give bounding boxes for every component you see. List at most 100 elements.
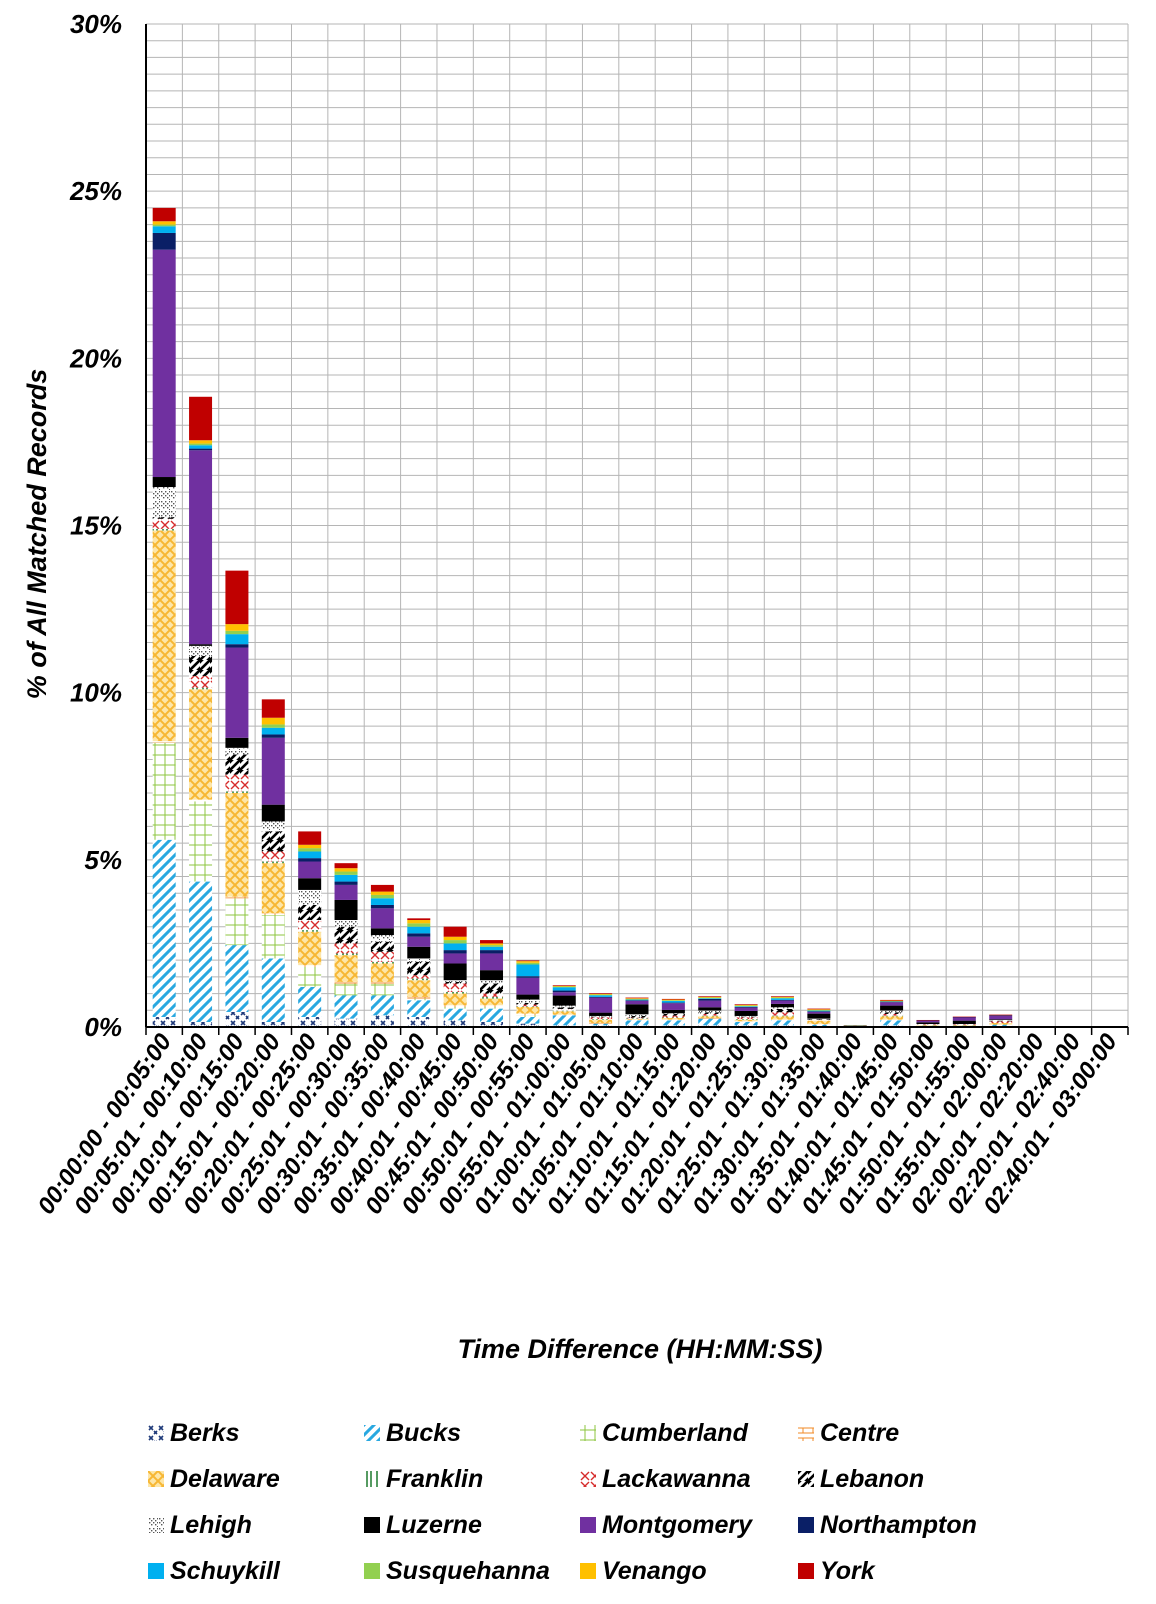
bar-segment-delaware [952, 1024, 976, 1026]
bar-segment-schuykill [189, 445, 213, 449]
legend-label: Luzerne [386, 1510, 482, 1539]
bar-segment-montgomery [334, 884, 358, 900]
y-tick-label: 25% [69, 176, 122, 206]
bar-segment-montgomery [261, 737, 285, 805]
bar-segment-franklin [661, 1017, 685, 1018]
bar-segment-northampton [225, 644, 249, 648]
bar-segment-berks [370, 1015, 394, 1027]
bar-segment-montgomery [298, 861, 322, 879]
bar-segment-delaware [152, 530, 176, 742]
bar-segment-cumberland [370, 983, 394, 996]
y-tick-label: 5% [84, 845, 122, 875]
bar-segment-venango [261, 717, 285, 725]
bar-segment-montgomery [225, 647, 249, 738]
bar-segment-montgomery [480, 953, 504, 971]
bar-segment-luzerne [298, 878, 322, 890]
bar-segment-northampton [261, 734, 285, 738]
bar-segment-franklin [298, 930, 322, 932]
bar-segment-centre [334, 981, 358, 984]
bar-segment-montgomery [189, 450, 213, 645]
bar-segment-susquehanna [225, 630, 249, 635]
bar-segment-franklin [334, 953, 358, 956]
bar-segment-northampton [625, 1000, 649, 1001]
bar-segment-delaware [552, 1011, 576, 1015]
grid-lines [145, 23, 1129, 1028]
bar-segment-bucks [807, 1024, 831, 1027]
bar-segment-lehigh [734, 1015, 758, 1017]
bars [152, 207, 1013, 1028]
bar-segment-susquehanna [443, 940, 467, 944]
bar-segment-centre [552, 1014, 576, 1016]
legend-item-lehigh: Lehigh [148, 1502, 364, 1548]
bar-segment-lehigh [407, 958, 431, 962]
bar-segment-lebanon [225, 754, 249, 775]
bar-segment-delaware [407, 980, 431, 997]
bar-segment-susquehanna [880, 1000, 904, 1002]
bar-segment-luzerne [334, 899, 358, 921]
bar-segment-cumberland [225, 898, 249, 946]
legend-label: Montgomery [602, 1510, 752, 1539]
y-tick-labels: 0% 5% 10% 15% 20% 25% 30% [69, 9, 122, 1042]
bar-segment-luzerne [661, 1009, 685, 1014]
legend-label: Schuykill [170, 1556, 280, 1585]
bar-segment-delaware [770, 1016, 794, 1020]
bar-segment-montgomery [916, 1020, 940, 1023]
bar-segment-delaware [443, 993, 467, 1006]
bar-segment-franklin [698, 1015, 722, 1017]
bar-segment-schuykill [770, 998, 794, 1000]
bar-segment-york [516, 960, 540, 962]
bar-segment-franklin [516, 1006, 540, 1007]
bar-segment-centre [807, 1023, 831, 1025]
bar-segment-lackawanna [625, 1017, 649, 1019]
bar-segment-montgomery [952, 1017, 976, 1021]
legend-swatch [148, 1425, 164, 1441]
y-tick-label: 30% [70, 9, 122, 39]
bar-segment-venango [807, 1009, 831, 1010]
bar-segment-bucks [916, 1025, 940, 1027]
bar-segment-venango [298, 844, 322, 849]
bar-segment-centre [770, 1019, 794, 1021]
bar-segment-venango [698, 996, 722, 998]
bar-segment-lebanon [516, 1002, 540, 1005]
bar-segment-northampton [661, 1002, 685, 1004]
bar-segment-lackawanna [225, 774, 249, 792]
bar-segment-berks [334, 1018, 358, 1027]
bar-segment-lackawanna [189, 675, 213, 688]
bar-segment-franklin [880, 1015, 904, 1017]
bar-segment-franklin [734, 1018, 758, 1020]
legend-row: Schuykill Susquehanna Venango York [148, 1548, 1048, 1594]
bar-segment-bucks [152, 839, 176, 1017]
bar-segment-venango [189, 440, 213, 444]
y-tick-label: 20% [69, 343, 122, 373]
legend-swatch [148, 1563, 164, 1579]
bar-segment-centre [880, 1019, 904, 1021]
bar-segment-lebanon [625, 1015, 649, 1018]
bar-segment-montgomery [589, 997, 613, 1013]
bar-segment-bucks [370, 995, 394, 1016]
bar-segment-luzerne [225, 737, 249, 748]
legend-label: Franklin [386, 1464, 484, 1493]
legend-label: Lebanon [820, 1464, 925, 1493]
bar-segment-york [370, 884, 394, 892]
bar-segment-centre [443, 1005, 467, 1007]
bar-segment-lebanon [880, 1012, 904, 1014]
bar-segment-delaware [189, 689, 213, 800]
bar-segment-centre [152, 741, 176, 743]
bar-segment-lehigh [552, 1005, 576, 1008]
bar-segment-venango [734, 1004, 758, 1006]
bar-segment-lackawanna [298, 920, 322, 931]
bar-segment-venango [552, 985, 576, 987]
bar-segment-franklin [625, 1018, 649, 1019]
bar-segment-schuykill [880, 1001, 904, 1002]
legend-item-luzerne: Luzerne [364, 1502, 580, 1548]
bar-segment-centre [261, 913, 285, 915]
legend-item-lebanon: Lebanon [798, 1456, 1028, 1502]
bar-segment-bucks [770, 1020, 794, 1026]
bar-segment-northampton [334, 881, 358, 885]
bar-segment-berks [407, 1016, 431, 1027]
bar-segment-lehigh [189, 645, 213, 656]
bar-segment-luzerne [734, 1010, 758, 1016]
bar-segment-luzerne [807, 1013, 831, 1019]
bar-segment-york [698, 996, 722, 997]
bar-segment-berks [480, 1021, 504, 1027]
